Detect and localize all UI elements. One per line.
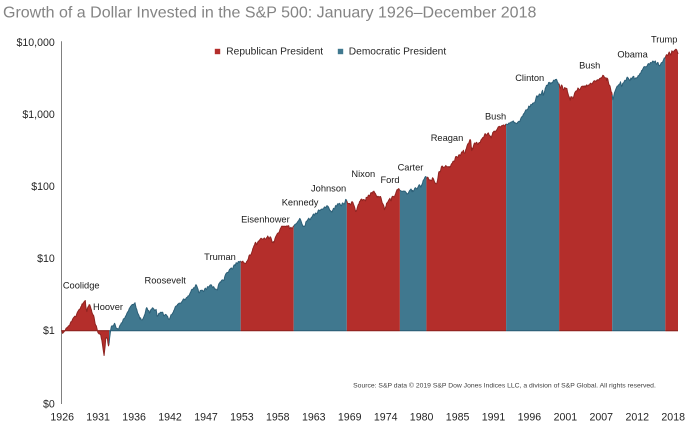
svg-text:1991: 1991 <box>482 412 506 424</box>
svg-text:1953: 1953 <box>230 412 254 424</box>
svg-text:Trump: Trump <box>651 35 678 45</box>
svg-text:Nixon: Nixon <box>351 169 375 179</box>
svg-text:1942: 1942 <box>158 412 182 424</box>
svg-text:$100: $100 <box>31 181 55 193</box>
svg-text:Source: S&P data © 2019 S&P Do: Source: S&P data © 2019 S&P Dow Jones In… <box>353 381 656 389</box>
svg-text:Roosevelt: Roosevelt <box>145 276 187 286</box>
svg-text:1931: 1931 <box>86 412 110 424</box>
svg-text:1969: 1969 <box>338 412 362 424</box>
svg-text:1926: 1926 <box>50 412 74 424</box>
svg-text:Clinton: Clinton <box>515 73 544 83</box>
svg-text:Reagan: Reagan <box>431 133 464 143</box>
svg-text:$10,000: $10,000 <box>17 37 55 49</box>
svg-text:2018: 2018 <box>661 412 685 424</box>
svg-text:2001: 2001 <box>554 412 578 424</box>
svg-text:1980: 1980 <box>410 412 434 424</box>
svg-text:$1,000: $1,000 <box>22 109 55 121</box>
svg-text:2012: 2012 <box>626 412 650 424</box>
svg-text:Bush: Bush <box>579 60 600 70</box>
svg-text:1936: 1936 <box>122 412 146 424</box>
svg-text:1985: 1985 <box>446 412 470 424</box>
svg-text:Growth of a Dollar Invested in: Growth of a Dollar Invested in the S&P 5… <box>3 4 536 21</box>
svg-text:$10: $10 <box>37 253 55 265</box>
svg-text:Ford: Ford <box>380 175 399 185</box>
svg-text:Democratic President: Democratic President <box>349 47 447 58</box>
svg-text:Johnson: Johnson <box>311 184 346 194</box>
svg-text:Republican President: Republican President <box>226 47 323 58</box>
svg-text:Coolidge: Coolidge <box>63 280 100 290</box>
svg-text:$1: $1 <box>43 325 55 337</box>
svg-text:1996: 1996 <box>518 412 542 424</box>
svg-text:Eisenhower: Eisenhower <box>241 214 290 224</box>
svg-text:2007: 2007 <box>590 412 614 424</box>
svg-text:Obama: Obama <box>617 50 648 60</box>
svg-text:Truman: Truman <box>204 252 236 262</box>
svg-text:1947: 1947 <box>194 412 218 424</box>
svg-text:1974: 1974 <box>374 412 398 424</box>
svg-text:Bush: Bush <box>485 112 506 122</box>
svg-text:Kennedy: Kennedy <box>282 197 319 207</box>
svg-text:1963: 1963 <box>302 412 326 424</box>
svg-text:Hoover: Hoover <box>93 302 123 312</box>
svg-text:Carter: Carter <box>398 162 424 172</box>
svg-text:$0: $0 <box>43 398 55 410</box>
svg-text:1958: 1958 <box>266 412 290 424</box>
